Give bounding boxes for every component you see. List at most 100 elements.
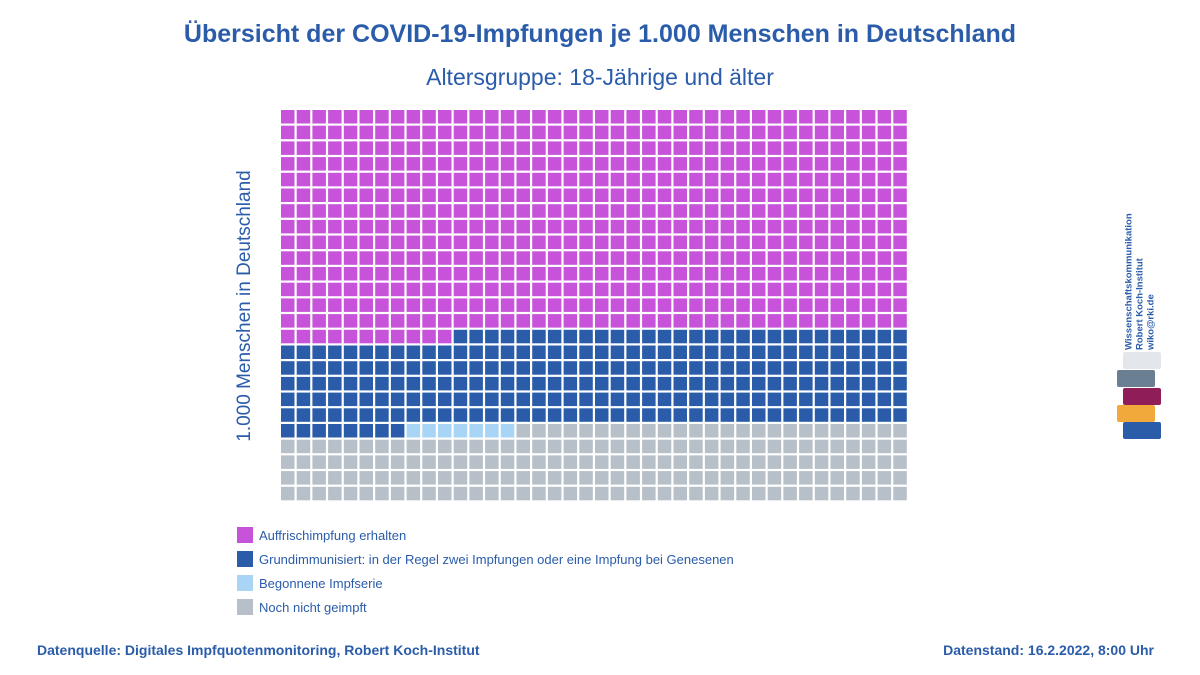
- waffle-cell: [626, 376, 640, 391]
- waffle-cell: [563, 172, 578, 187]
- waffle-cell: [642, 157, 656, 171]
- waffle-cell: [783, 329, 797, 344]
- waffle-cell: [453, 141, 468, 155]
- waffle-cell: [390, 486, 405, 501]
- waffle-cell: [689, 424, 703, 438]
- waffle-cell: [846, 204, 860, 218]
- waffle-cell: [516, 110, 530, 124]
- waffle-cell: [485, 376, 499, 391]
- waffle-cell: [642, 329, 656, 344]
- waffle-cell: [359, 251, 373, 265]
- waffle-cell: [595, 314, 609, 328]
- waffle-cell: [877, 204, 892, 218]
- waffle-cell: [516, 157, 530, 171]
- waffle-cell: [783, 172, 797, 187]
- waffle-cell: [893, 314, 907, 328]
- waffle-cell: [281, 376, 295, 391]
- waffle-cell: [704, 424, 719, 438]
- waffle-cell: [438, 329, 452, 344]
- waffle-cell: [485, 219, 499, 234]
- waffle-cell: [469, 204, 483, 218]
- waffle-cell: [375, 125, 389, 140]
- waffle-cell: [642, 282, 656, 297]
- waffle-cell: [453, 345, 468, 359]
- waffle-cell: [485, 424, 499, 438]
- waffle-cell: [846, 267, 860, 281]
- waffle-cell: [312, 376, 326, 391]
- waffle-cell: [626, 345, 640, 359]
- waffle-cell: [704, 486, 719, 501]
- waffle-cell: [375, 439, 389, 454]
- waffle-cell: [642, 376, 656, 391]
- waffle-cell: [312, 141, 326, 155]
- waffle-cell: [595, 486, 609, 501]
- waffle-cell: [704, 188, 719, 202]
- waffle-cell: [767, 361, 782, 375]
- waffle-cell: [830, 282, 844, 297]
- waffle-cell: [877, 455, 892, 469]
- waffle-cell: [657, 376, 672, 391]
- waffle-cell: [830, 408, 844, 422]
- waffle-cell: [861, 172, 876, 187]
- waffle-cell: [390, 376, 405, 391]
- waffle-cell: [563, 188, 578, 202]
- waffle-cell: [846, 251, 860, 265]
- waffle-cell: [375, 361, 389, 375]
- waffle-cell: [547, 439, 562, 454]
- waffle-cell: [799, 141, 813, 155]
- waffle-cell: [281, 141, 295, 155]
- waffle-cell: [673, 314, 687, 328]
- waffle-cell: [281, 345, 295, 359]
- waffle-chart: [281, 110, 907, 501]
- waffle-cell: [547, 172, 562, 187]
- waffle-cell: [893, 455, 907, 469]
- waffle-cell: [752, 298, 766, 312]
- waffle-cell: [673, 408, 687, 422]
- waffle-cell: [595, 439, 609, 454]
- waffle-cell: [752, 329, 766, 344]
- waffle-cell: [736, 439, 750, 454]
- legend-label: Begonnene Impfserie: [259, 575, 383, 591]
- waffle-cell: [547, 471, 562, 485]
- waffle-cell: [343, 141, 358, 155]
- waffle-cell: [720, 282, 735, 297]
- waffle-cell: [704, 235, 719, 250]
- waffle-cell: [312, 251, 326, 265]
- waffle-cell: [359, 314, 373, 328]
- waffle-cell: [438, 141, 452, 155]
- waffle-cell: [390, 314, 405, 328]
- waffle-cell: [359, 298, 373, 312]
- waffle-cell: [877, 125, 892, 140]
- waffle-cell: [752, 361, 766, 375]
- waffle-cell: [783, 424, 797, 438]
- waffle-cell: [783, 376, 797, 391]
- waffle-cell: [767, 329, 782, 344]
- waffle-cell: [500, 361, 515, 375]
- waffle-cell: [500, 486, 515, 501]
- waffle-cell: [610, 486, 625, 501]
- waffle-cell: [626, 282, 640, 297]
- waffle-cell: [532, 439, 546, 454]
- waffle-cell: [516, 486, 530, 501]
- waffle-cell: [704, 219, 719, 234]
- waffle-cell: [657, 424, 672, 438]
- waffle-cell: [343, 424, 358, 438]
- waffle-cell: [704, 376, 719, 391]
- waffle-cell: [406, 439, 421, 454]
- waffle-cell: [673, 486, 687, 501]
- waffle-cell: [422, 235, 436, 250]
- waffle-cell: [736, 345, 750, 359]
- waffle-cell: [375, 204, 389, 218]
- waffle-cell: [328, 172, 342, 187]
- waffle-cell: [359, 408, 373, 422]
- waffle-cell: [328, 267, 342, 281]
- waffle-cell: [359, 424, 373, 438]
- waffle-cell: [626, 314, 640, 328]
- waffle-cell: [485, 251, 499, 265]
- waffle-cell: [877, 251, 892, 265]
- waffle-cell: [689, 204, 703, 218]
- waffle-cell: [799, 282, 813, 297]
- waffle-cell: [500, 376, 515, 391]
- waffle-cell: [469, 188, 483, 202]
- waffle-cell: [390, 204, 405, 218]
